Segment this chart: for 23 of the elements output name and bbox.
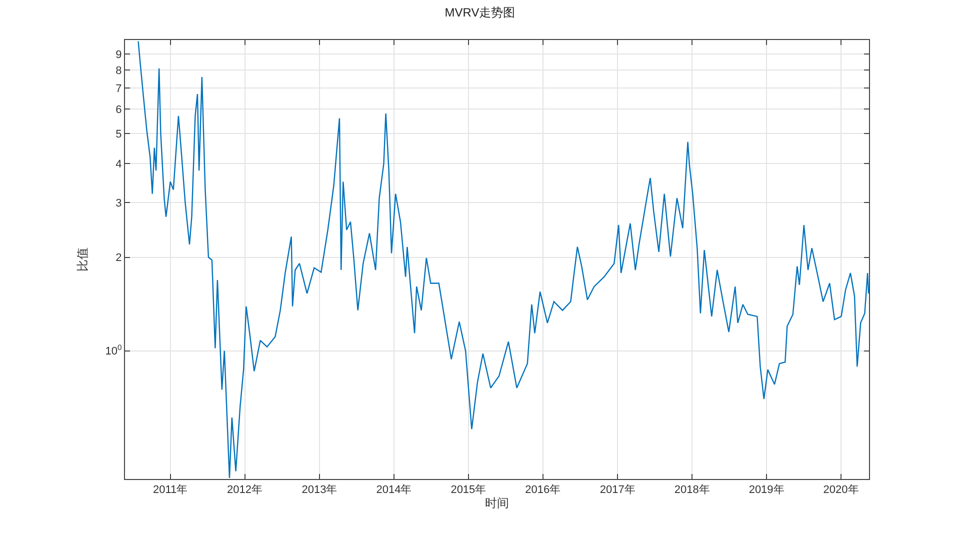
x-tick-label: 2016年 (525, 484, 561, 496)
y-tick-label: 3 (116, 197, 122, 210)
y-tick-label: 2 (116, 252, 122, 264)
line-series (138, 40, 869, 479)
x-tick-label: 2017年 (600, 484, 636, 496)
x-tick-label: 2019年 (748, 484, 784, 496)
y-tick-label: 4 (116, 158, 122, 171)
y-tick-label: 9 (116, 49, 122, 62)
x-tick-label: 2018年 (674, 484, 710, 496)
y-tick-label: 5 (116, 128, 122, 140)
x-tick-label: 2014年 (376, 484, 412, 496)
y-tick-label: 8 (116, 64, 122, 77)
chart-title: MVRV走势图 (444, 5, 516, 20)
x-tick-label: 2012年 (227, 484, 263, 496)
x-tick-label: 2015年 (450, 484, 486, 496)
x-tick-label: 2020年 (823, 484, 859, 496)
y-tick-label: 7 (116, 83, 122, 95)
y-tick-label: 6 (116, 104, 122, 116)
x-axis-title: 时间 (485, 496, 509, 510)
y-tick-label: 10$^{0}$ (105, 343, 122, 358)
y-axis-title: 比值 (76, 248, 90, 272)
x-tick-label: 2011年 (152, 484, 188, 496)
x-tick-label: 2013年 (302, 484, 338, 496)
